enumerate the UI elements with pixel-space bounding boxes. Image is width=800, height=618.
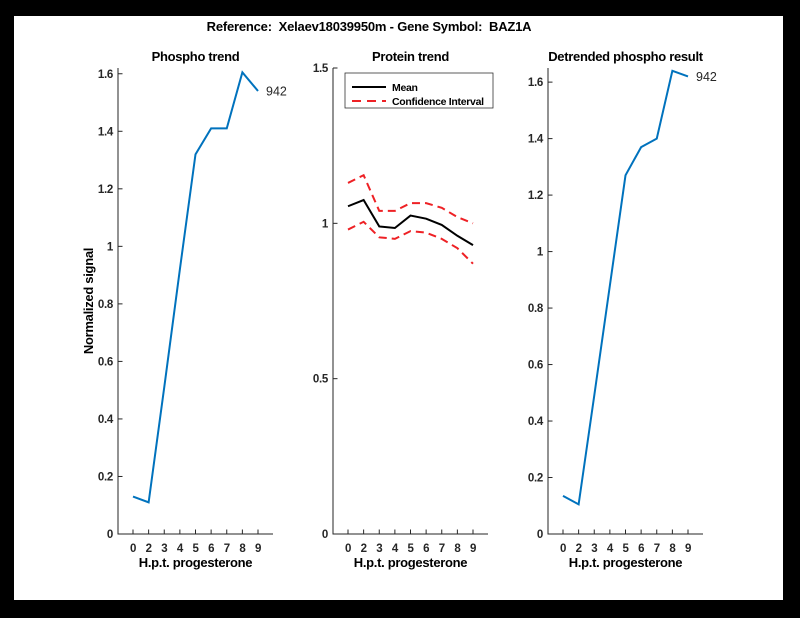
x-tick-label: 0	[130, 543, 136, 555]
y-tick-label: 0.4	[528, 416, 544, 428]
y-tick-label: 1.2	[528, 190, 543, 202]
series-line	[562, 69, 689, 506]
y-tick-label: 1.6	[528, 77, 543, 89]
y-tick-label: 0.8	[98, 299, 114, 311]
y-tick-label: 1.2	[98, 184, 113, 196]
endpoint-label: 942	[696, 70, 717, 84]
x-tick-label: 5	[192, 543, 199, 555]
endpoint-label: 942	[266, 85, 287, 99]
x-tick-label: 6	[638, 543, 644, 555]
x-tick-label: 2	[361, 543, 367, 555]
x-axis-label: H.p.t. progesterone	[354, 555, 468, 570]
x-tick-label: 8	[239, 543, 246, 555]
y-tick-label: 1.5	[313, 63, 329, 75]
y-axis-label: Normalized signal	[81, 248, 96, 354]
y-tick-label: 1	[322, 218, 329, 230]
y-tick-label: 1	[107, 241, 114, 253]
axis-spine	[117, 68, 273, 535]
y-tick-label: 1.4	[98, 126, 114, 138]
series-line	[347, 198, 474, 246]
x-tick-label: 2	[576, 543, 582, 555]
y-tick-label: 0	[322, 529, 328, 541]
y-tick-label: 0.6	[528, 360, 543, 372]
subplot-title: Detrended phospho result	[548, 49, 704, 64]
legend-label: Confidence Interval	[392, 96, 484, 108]
x-tick-label: 8	[669, 543, 676, 555]
x-tick-label: 2	[146, 543, 152, 555]
y-tick-label: 0.4	[98, 414, 114, 426]
x-tick-label: 5	[407, 543, 414, 555]
x-axis-label: H.p.t. progesterone	[139, 555, 253, 570]
axis-spine	[547, 68, 703, 535]
x-tick-label: 0	[345, 543, 351, 555]
series-line	[132, 70, 259, 504]
y-tick-label: 1	[537, 247, 544, 259]
y-tick-label: 1.4	[528, 134, 544, 146]
subplot-title: Phospho trend	[152, 49, 240, 64]
legend-box	[344, 72, 494, 109]
figure-canvas	[14, 16, 783, 600]
legend-label: Mean	[392, 82, 418, 94]
subplot-title: Protein trend	[372, 49, 449, 64]
y-tick-label: 0.6	[98, 356, 113, 368]
y-tick-label: 1.6	[98, 69, 113, 81]
x-tick-label: 5	[622, 543, 629, 555]
x-tick-label: 0	[560, 543, 566, 555]
y-tick-label: 0.5	[313, 374, 329, 386]
x-tick-label: 4	[607, 543, 614, 555]
x-axis-label: H.p.t. progesterone	[569, 555, 683, 570]
ci-line	[347, 173, 474, 225]
x-tick-label: 7	[439, 543, 445, 555]
axis-spine	[332, 68, 488, 535]
x-tick-label: 6	[423, 543, 429, 555]
y-tick-label: 0	[107, 529, 113, 541]
y-tick-label: 0.2	[98, 471, 113, 483]
x-tick-label: 7	[224, 543, 230, 555]
x-tick-label: 3	[161, 543, 167, 555]
ci-line	[347, 220, 474, 265]
x-tick-label: 9	[685, 543, 691, 555]
x-tick-label: 6	[208, 543, 214, 555]
x-tick-label: 3	[591, 543, 597, 555]
figure-title: Reference: Xelaev18039950m - Gene Symbol…	[206, 19, 532, 34]
x-tick-label: 8	[454, 543, 461, 555]
x-tick-label: 7	[654, 543, 660, 555]
x-tick-label: 9	[470, 543, 476, 555]
y-tick-label: 0.2	[528, 473, 543, 485]
x-tick-label: 4	[392, 543, 399, 555]
x-tick-label: 3	[376, 543, 382, 555]
y-tick-label: 0	[537, 529, 543, 541]
x-tick-label: 4	[177, 543, 184, 555]
x-tick-label: 9	[255, 543, 261, 555]
y-tick-label: 0.8	[528, 303, 544, 315]
